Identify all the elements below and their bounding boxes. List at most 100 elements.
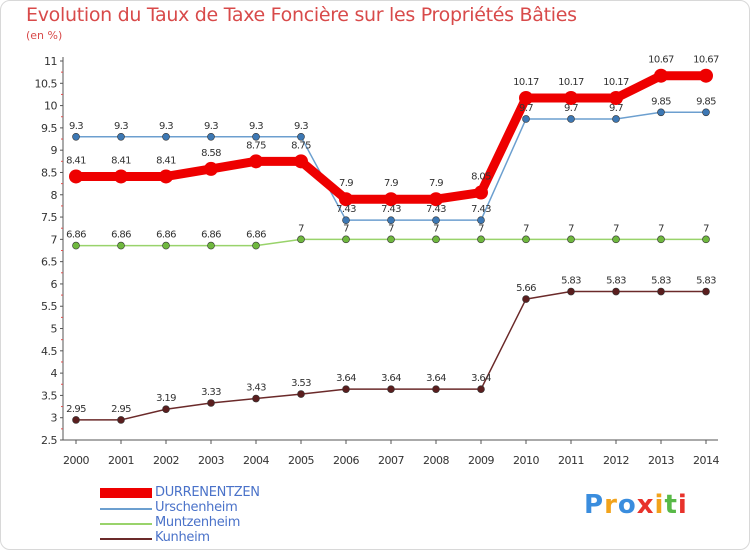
data-label: 7 <box>343 223 349 234</box>
y-tick-label: 3.5 <box>41 389 57 402</box>
data-label: 2.95 <box>111 404 131 415</box>
data-point <box>162 133 170 141</box>
y-tick-label: 9 <box>51 144 58 157</box>
x-tick-label: 2006 <box>333 454 359 467</box>
data-label: 9.3 <box>294 121 308 132</box>
data-point <box>474 185 488 200</box>
data-point <box>252 394 260 403</box>
legend-label: DURRENENTZEN <box>155 485 260 500</box>
data-point <box>297 235 305 244</box>
data-point <box>204 161 218 176</box>
x-tick-label: 2012 <box>603 454 629 467</box>
y-tick-label: 7 <box>51 233 58 246</box>
data-point <box>72 133 80 141</box>
data-label: 7.43 <box>426 204 446 215</box>
data-label: 5.66 <box>516 283 536 294</box>
data-point <box>657 235 665 244</box>
data-point <box>159 169 173 184</box>
data-label: 6.86 <box>201 230 221 241</box>
data-point <box>522 115 530 123</box>
data-label: 8.41 <box>66 155 86 166</box>
data-point <box>702 287 710 296</box>
data-point <box>564 91 578 106</box>
y-tick-label: 5.5 <box>41 300 57 313</box>
data-point <box>429 192 443 207</box>
logo-letter: i <box>654 490 665 520</box>
data-point <box>567 115 575 123</box>
data-label: 9.3 <box>249 121 263 132</box>
data-label: 9.3 <box>159 121 173 132</box>
legend-swatch <box>100 508 152 510</box>
data-point <box>114 169 128 184</box>
y-tick-label: 5 <box>51 323 58 336</box>
x-tick-label: 2005 <box>288 454 314 467</box>
data-label: 9.85 <box>651 96 671 107</box>
data-label: 9.7 <box>564 103 578 114</box>
data-label: 3.19 <box>156 393 176 404</box>
data-label: 7 <box>433 223 439 234</box>
data-label: 7.43 <box>381 204 401 215</box>
data-label: 6.86 <box>246 230 266 241</box>
data-label: 7 <box>478 223 484 234</box>
data-label: 8.05 <box>471 172 491 183</box>
data-point <box>294 154 308 169</box>
data-label: 7.43 <box>336 204 356 215</box>
data-point <box>657 108 665 117</box>
x-tick-label: 2007 <box>378 454 404 467</box>
data-label: 7 <box>658 223 664 234</box>
data-label: 3.33 <box>201 387 221 398</box>
data-label: 7 <box>613 223 619 234</box>
y-tick-label: 10 <box>44 100 57 113</box>
y-tick-label: 6.5 <box>41 256 57 269</box>
data-point <box>657 287 665 296</box>
data-label: 5.83 <box>696 276 716 287</box>
data-label: 10.67 <box>648 55 674 66</box>
data-label: 7.9 <box>384 178 398 189</box>
data-label: 8.75 <box>291 140 311 151</box>
data-label: 9.85 <box>696 96 716 107</box>
data-label: 9.3 <box>204 121 218 132</box>
y-tick-label: 8.5 <box>41 166 57 179</box>
data-label: 7 <box>703 223 709 234</box>
data-label: 6.86 <box>111 230 131 241</box>
logo-letter: i <box>677 490 688 520</box>
data-point <box>207 241 215 250</box>
data-point <box>432 385 440 393</box>
data-point <box>252 133 260 141</box>
logo-letter: x <box>636 490 655 520</box>
x-tick-label: 2008 <box>423 454 449 467</box>
data-point <box>342 385 350 393</box>
y-tick-label: 6 <box>51 278 58 291</box>
data-point <box>519 91 533 106</box>
data-point <box>252 241 260 250</box>
data-point <box>384 192 398 207</box>
data-label: 10.17 <box>603 77 629 88</box>
data-label: 8.58 <box>201 148 221 159</box>
data-label: 6.86 <box>156 230 176 241</box>
data-point <box>477 216 485 224</box>
legend-label: Kunheim <box>155 530 210 545</box>
data-label: 7 <box>568 223 574 234</box>
data-label: 3.53 <box>291 378 311 389</box>
data-point <box>387 235 395 244</box>
proxiti-logo: Proxiti <box>584 490 688 520</box>
data-point <box>477 235 485 244</box>
chart-series <box>69 68 713 424</box>
data-point <box>522 295 530 303</box>
data-point <box>702 235 710 244</box>
data-point <box>612 235 620 244</box>
data-point <box>339 192 353 207</box>
data-label: 10.17 <box>513 77 539 88</box>
data-label: 5.83 <box>651 276 671 287</box>
y-axis-unit-label: (en %) <box>26 29 63 42</box>
data-point <box>387 385 395 393</box>
data-label: 8.41 <box>156 155 176 166</box>
data-point <box>117 416 125 424</box>
y-tick-label: 4.5 <box>41 345 57 358</box>
data-point <box>387 216 395 224</box>
y-tick-label: 9.5 <box>41 122 57 135</box>
data-label: 8.41 <box>111 155 131 166</box>
data-point <box>432 235 440 244</box>
data-point <box>72 416 80 424</box>
logo-letter: r <box>604 490 618 520</box>
